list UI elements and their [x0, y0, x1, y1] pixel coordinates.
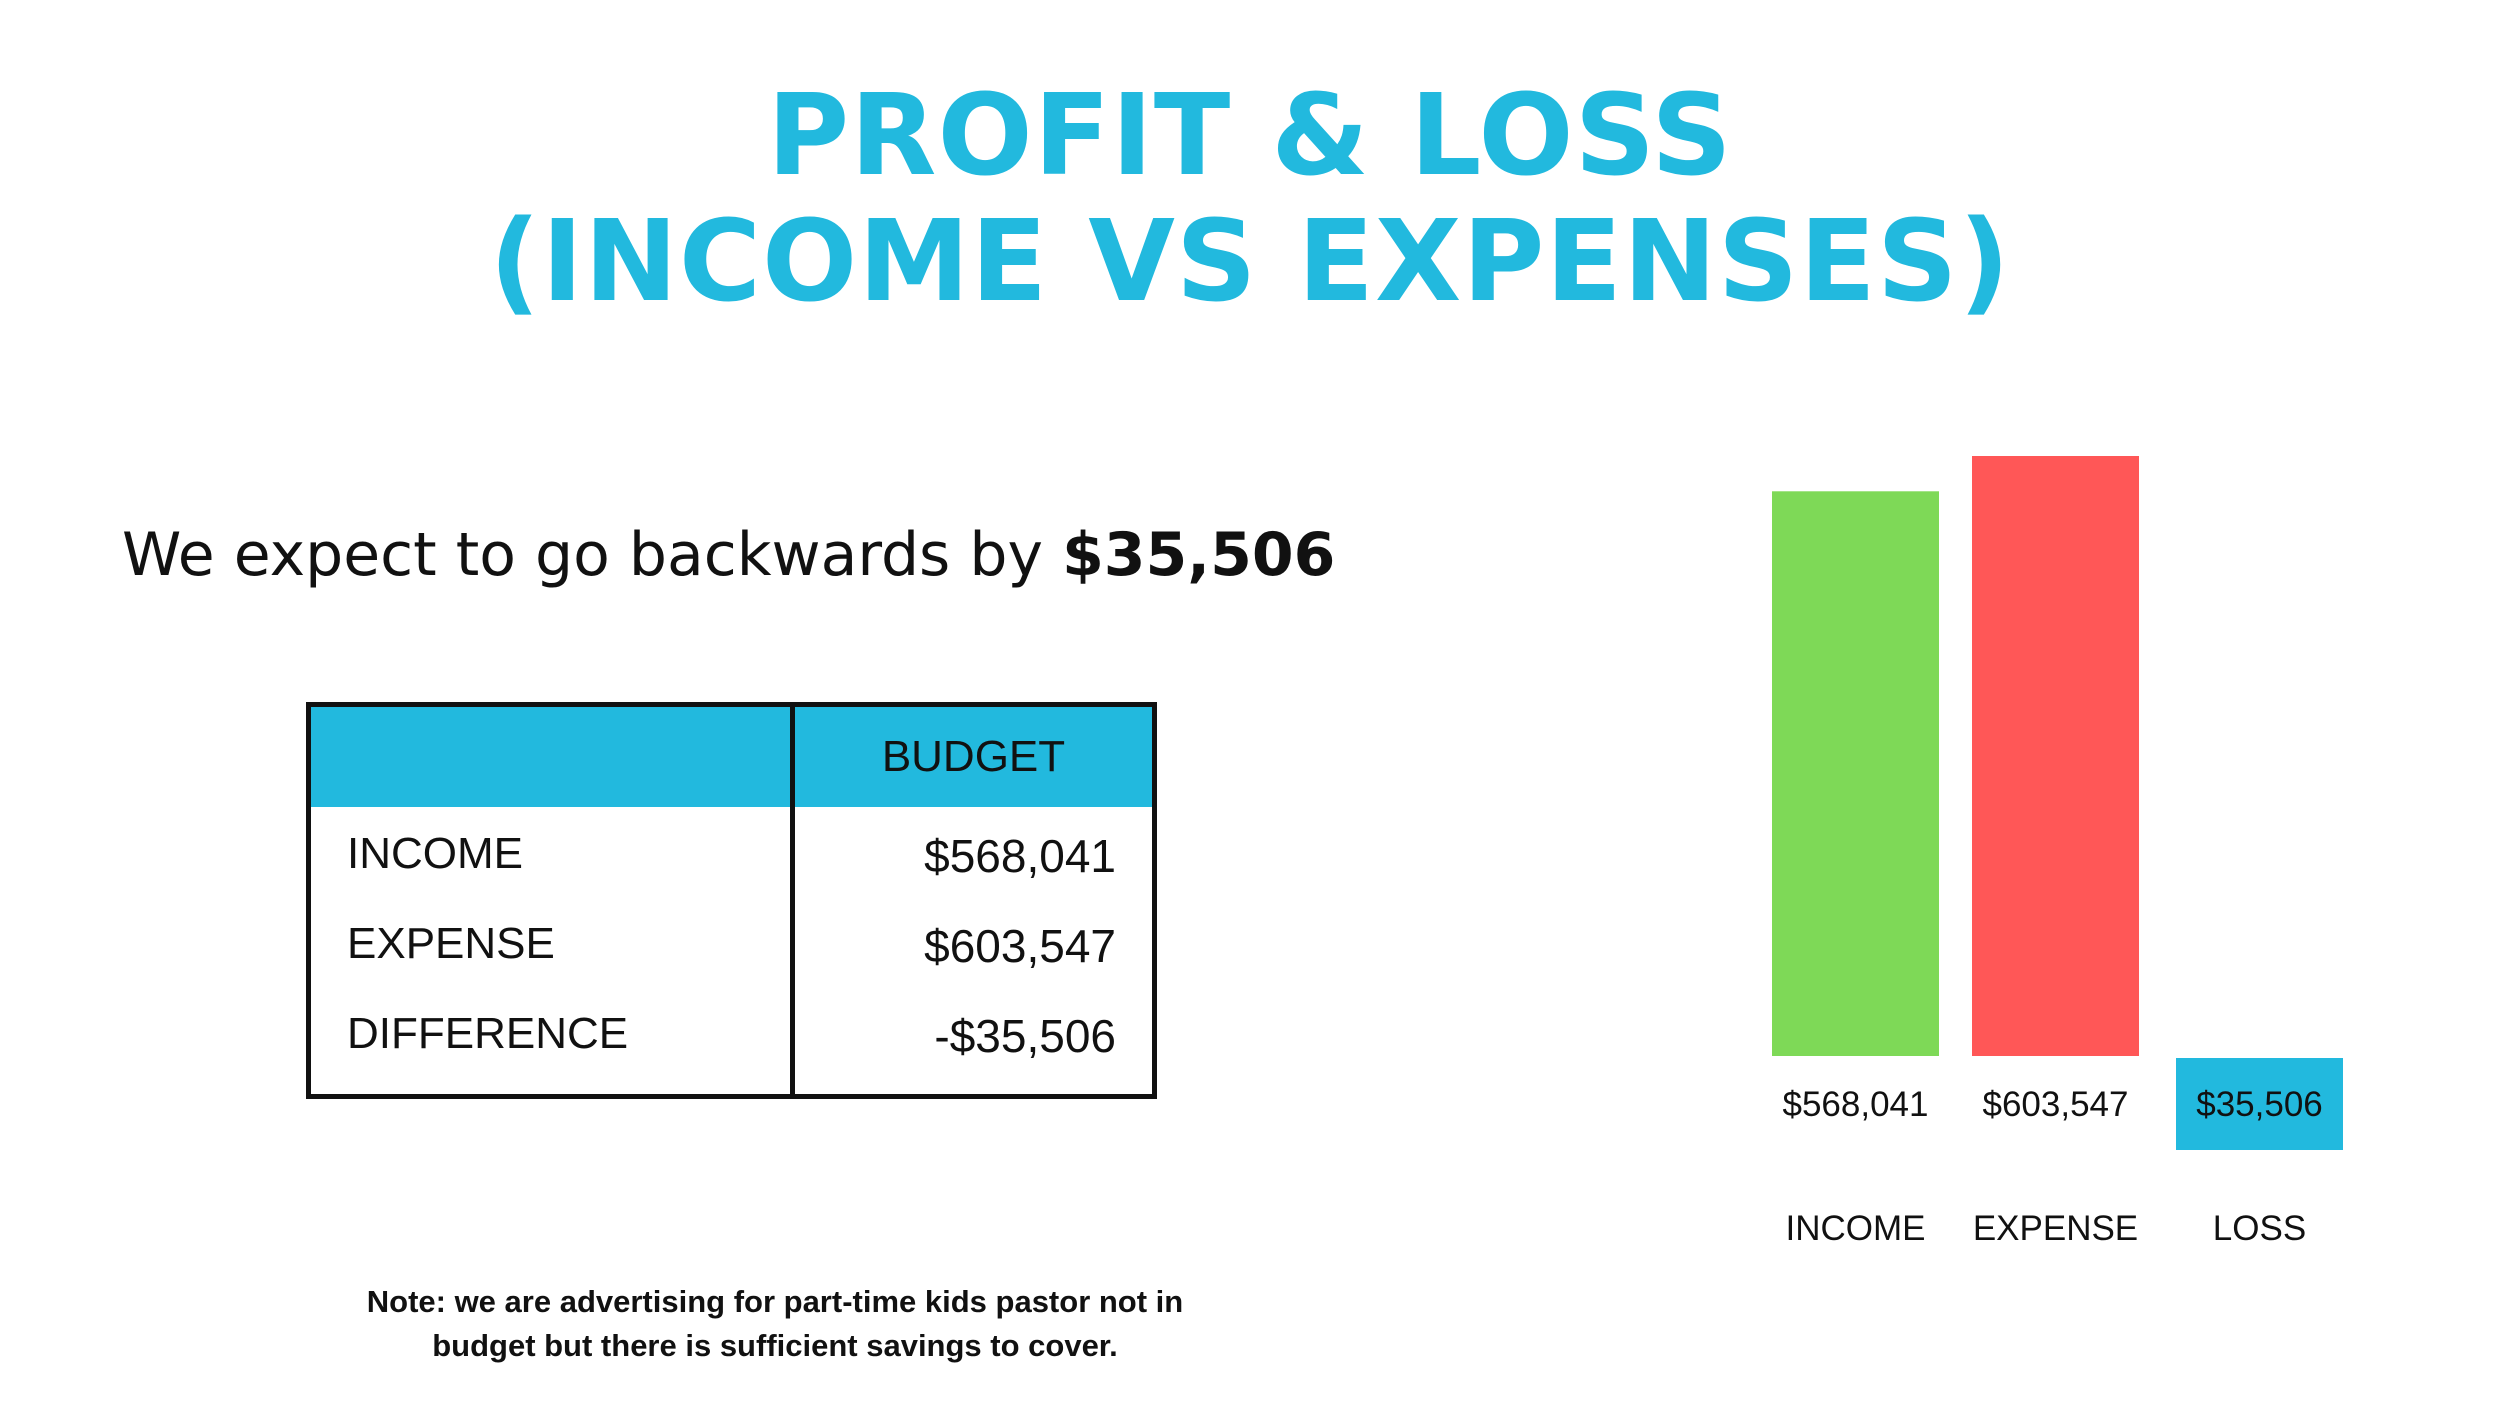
row-label-income: INCOME — [347, 829, 523, 878]
category-label-loss: LOSS — [2213, 1209, 2306, 1248]
value-label-loss: $35,506 — [2196, 1085, 2323, 1124]
summary-text-prefix: We expect to go backwards by — [122, 520, 1063, 590]
row-value-income: $568,041 — [924, 830, 1116, 882]
bar-loss — [2176, 1058, 2343, 1150]
bar-income — [1772, 491, 1939, 1056]
category-label-income: INCOME — [1786, 1209, 1926, 1248]
footnote: Note: we are advertising for part-time k… — [300, 1280, 1250, 1368]
row-value-expense: $603,547 — [924, 920, 1116, 972]
page-title-line2: (INCOME VS EXPENSES) — [489, 197, 2011, 327]
budget-header: BUDGET — [881, 732, 1066, 781]
bar-expense — [1972, 456, 2139, 1056]
table-header — [311, 707, 1152, 807]
row-label-expense: EXPENSE — [347, 919, 555, 968]
footnote-line1: Note: we are advertising for part-time k… — [366, 1284, 1184, 1319]
page-title-line1: PROFIT & LOSS — [767, 71, 1733, 201]
footnote-line2: budget but there is sufficient savings t… — [432, 1328, 1118, 1363]
value-label-expense: $603,547 — [1983, 1085, 2129, 1124]
row-value-difference: -$35,506 — [934, 1010, 1116, 1062]
summary-text: We expect to go backwards by $35,506 — [122, 520, 1335, 590]
category-label-expense: EXPENSE — [1973, 1209, 2138, 1248]
summary-amount: $35,506 — [1062, 520, 1336, 590]
budget-table: BUDGET INCOME $568,041 EXPENSE $603,547 … — [306, 702, 1157, 1099]
value-label-income: $568,041 — [1783, 1085, 1929, 1124]
row-label-difference: DIFFERENCE — [347, 1009, 629, 1058]
table-divider — [790, 707, 795, 1094]
